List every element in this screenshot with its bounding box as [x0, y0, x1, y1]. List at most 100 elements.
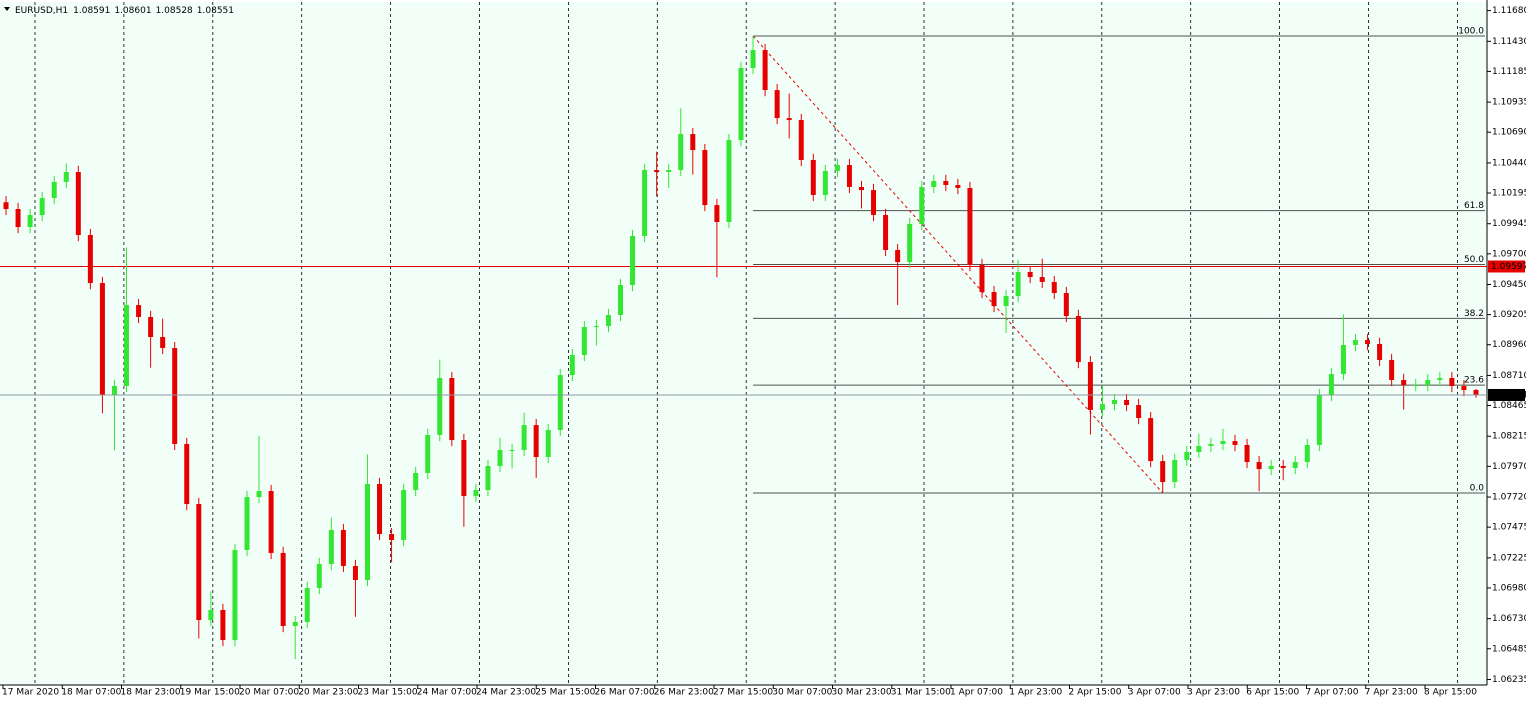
candle-body: [111, 386, 117, 395]
candle-body: [256, 491, 262, 498]
candle-body: [738, 67, 744, 141]
candle-body: [678, 134, 684, 171]
x-tick-label: 6 Apr 15:00: [1246, 688, 1299, 698]
candle-body: [1063, 293, 1069, 316]
candle-body: [533, 425, 539, 458]
y-tick-label: 1.08960: [1492, 340, 1526, 350]
candle-body: [280, 552, 286, 627]
candle-body: [605, 315, 611, 327]
candle-body: [810, 159, 816, 195]
y-tick-label: 1.07970: [1492, 462, 1526, 472]
candle-body: [786, 118, 792, 121]
candle-body: [521, 425, 527, 451]
candle-body: [1352, 340, 1358, 345]
candle-body: [883, 215, 889, 251]
candle-body: [1172, 459, 1178, 483]
candle-body: [449, 378, 455, 441]
candle-body: [750, 50, 756, 68]
x-tick-label: 25 Mar 15:00: [535, 688, 595, 698]
candle-body: [702, 150, 708, 206]
candle-body: [87, 235, 93, 284]
candle-body: [1075, 315, 1081, 363]
candle-body: [27, 215, 33, 228]
x-tick-label: 26 Mar 07:00: [595, 688, 655, 698]
candle-body: [304, 587, 310, 622]
candle-body: [895, 250, 901, 263]
close: 1.08551: [197, 6, 234, 16]
candle-body: [51, 181, 57, 199]
candle-body: [979, 265, 985, 293]
candle-body: [1184, 451, 1190, 460]
candle-body: [244, 497, 250, 550]
candle-body: [425, 435, 431, 473]
candle-body: [545, 429, 551, 458]
candle-body: [1389, 359, 1395, 380]
y-tick-label: 1.11680: [1492, 6, 1526, 16]
candle-body: [124, 305, 130, 387]
x-tick-label: 1 Apr 23:00: [1009, 688, 1062, 698]
bid-box: [1488, 388, 1525, 401]
candle-body: [1051, 281, 1057, 294]
candle-body: [557, 375, 563, 430]
candle-body: [39, 198, 45, 216]
x-tick-label: 24 Mar 07:00: [417, 688, 477, 698]
fib-label: 38.2: [1464, 309, 1484, 319]
x-tick-label: 30 Mar 07:00: [772, 688, 832, 698]
candle-body: [389, 534, 395, 541]
price-box-label: 1.09597: [1491, 262, 1526, 272]
candle-body: [955, 185, 961, 188]
open: 1.08591: [73, 6, 110, 16]
y-tick-label: 1.06730: [1492, 614, 1526, 624]
candle-body: [220, 609, 226, 641]
candle-body: [316, 564, 322, 588]
candle-body: [401, 490, 407, 541]
candle-body: [99, 283, 105, 395]
candle-body: [1196, 445, 1202, 452]
candle-body: [931, 180, 937, 187]
candle-body: [509, 450, 515, 452]
candle-body: [1461, 386, 1467, 391]
candle-body: [1365, 340, 1371, 344]
candle-body: [1473, 390, 1479, 395]
y-tick-label: 1.10935: [1492, 98, 1526, 108]
header: EURUSD,H1 1.08591 1.08601 1.08528 1.08551: [15, 6, 234, 16]
candle-body: [907, 223, 913, 263]
x-tick-label: 19 Mar 15:00: [180, 688, 240, 698]
candle-body: [63, 172, 69, 182]
x-tick-label: 18 Mar 23:00: [121, 688, 181, 698]
candle-body: [593, 326, 599, 328]
header-arrow: [4, 7, 10, 11]
candle-body: [3, 202, 9, 209]
y-tick-label: 1.09205: [1492, 310, 1526, 320]
candle-body: [1015, 272, 1021, 297]
y-tick-label: 1.10440: [1492, 158, 1526, 168]
candle-body: [762, 50, 768, 91]
y-tick-label: 1.11430: [1492, 37, 1526, 47]
candle-body: [1039, 277, 1045, 282]
candle-body: [726, 140, 732, 223]
candle-body: [15, 208, 21, 228]
candle-body: [1292, 462, 1298, 468]
candle-body: [1328, 374, 1334, 395]
candle-body: [196, 504, 202, 621]
candle-body: [75, 172, 81, 236]
candle-body: [666, 170, 672, 173]
candle-body: [871, 190, 877, 216]
x-tick-label: 3 Apr 07:00: [1128, 688, 1181, 698]
candle-body: [1304, 444, 1310, 463]
candle-body: [1377, 343, 1383, 360]
candle-body: [1256, 462, 1262, 470]
candle-body: [1160, 461, 1166, 483]
candle-body: [1401, 379, 1407, 386]
candle-body: [1208, 443, 1214, 446]
y-tick-label: 1.07720: [1492, 493, 1526, 503]
y-tick-label: 1.08215: [1492, 432, 1526, 442]
candle-body: [1148, 418, 1154, 462]
x-tick-label: 7 Apr 23:00: [1365, 688, 1418, 698]
x-tick-label: 17 Mar 2020: [2, 688, 59, 698]
candle-body: [774, 90, 780, 119]
candle-body: [208, 609, 214, 621]
symbol: EURUSD,H1: [15, 6, 68, 16]
x-tick-label: 26 Mar 23:00: [654, 688, 714, 698]
candle-body: [292, 621, 298, 627]
